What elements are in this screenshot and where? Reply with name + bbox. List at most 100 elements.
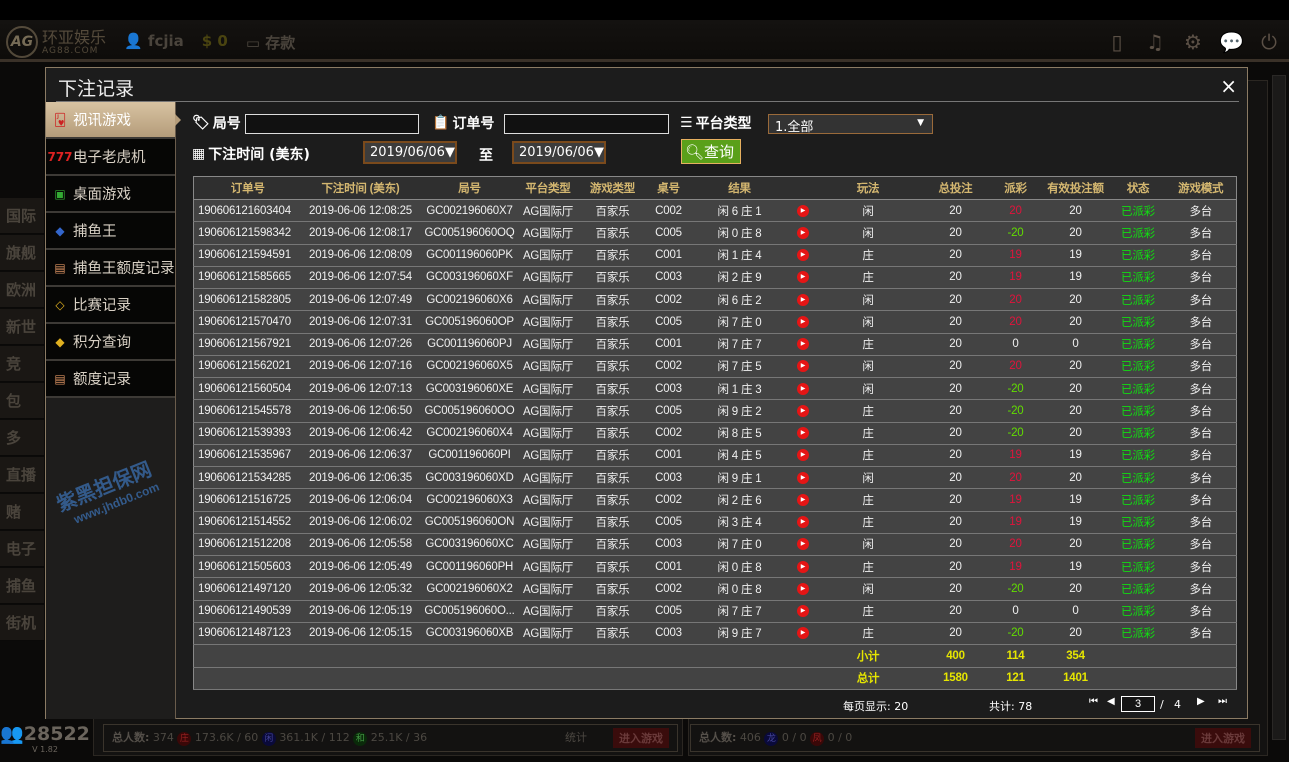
next-page-icon[interactable]: ▶: [1197, 696, 1205, 707]
play-video-icon[interactable]: ▶: [797, 427, 809, 440]
lobby-nav-item[interactable]: 街机: [0, 605, 44, 641]
bet-on-cell: 庄: [815, 399, 921, 423]
table-row[interactable]: 190606121505603 2019-06-06 12:05:49 GC0011…: [193, 555, 1237, 579]
play-video-icon[interactable]: ▶: [797, 627, 809, 640]
table-row[interactable]: 190606121535967 2019-06-06 12:06:37 GC0011…: [193, 444, 1237, 468]
play-video-icon[interactable]: ▶: [797, 204, 809, 217]
play-video-icon[interactable]: ▶: [797, 226, 809, 239]
prev-page-icon[interactable]: ◀: [1107, 696, 1115, 707]
power-icon[interactable]: ⏻: [1261, 30, 1277, 54]
lobby-nav-item[interactable]: 包: [0, 383, 44, 419]
table-no-cell: C002: [648, 577, 689, 601]
lobby-nav-item[interactable]: 赌: [0, 494, 44, 530]
platform-select[interactable]: 1.全部 ▼: [768, 114, 933, 135]
lobby-nav-item[interactable]: 旗舰: [0, 235, 44, 271]
play-video-icon[interactable]: ▶: [797, 360, 809, 373]
play-video-icon[interactable]: ▶: [797, 471, 809, 484]
sidebar-item-label: 捕鱼王额度记录: [73, 261, 175, 277]
table-row[interactable]: 190606121534285 2019-06-06 12:06:35 GC0031…: [193, 466, 1237, 490]
sidebar-item-5[interactable]: ◇ 比赛记录: [46, 287, 175, 324]
play-video-icon[interactable]: ▶: [797, 315, 809, 328]
last-page-icon[interactable]: ⏭: [1218, 696, 1227, 707]
table-row[interactable]: 190606121497120 2019-06-06 12:05:32 GC0021…: [193, 577, 1237, 601]
order-no-cell: 190606121567921: [193, 333, 302, 356]
order-input[interactable]: [504, 114, 669, 134]
enter-game-button[interactable]: 进入游戏: [613, 728, 669, 748]
round-input[interactable]: [245, 114, 419, 134]
play-video-icon[interactable]: ▶: [797, 560, 809, 573]
total-pages: 4: [1174, 698, 1181, 711]
stats-button[interactable]: 统计: [565, 731, 587, 744]
payout-cell: -20: [990, 422, 1041, 445]
play-video-icon[interactable]: ▶: [797, 249, 809, 262]
table-row[interactable]: 190606121514552 2019-06-06 12:06:02 GC0051…: [193, 511, 1237, 534]
table-row[interactable]: 190606121512208 2019-06-06 12:05:58 GC0031…: [193, 533, 1237, 557]
platform-cell: AG国际厅: [519, 488, 577, 512]
play-video-icon[interactable]: ▶: [797, 605, 809, 618]
chat-icon[interactable]: 💬: [1219, 30, 1244, 54]
sidebar-item-0[interactable]: 🂻 视讯游戏: [46, 102, 181, 139]
platform-cell: AG国际厅: [519, 355, 577, 379]
play-video-icon[interactable]: ▶: [797, 338, 809, 351]
enter-game-button[interactable]: 进入游戏: [1195, 728, 1251, 748]
result-cell: 闲 1 庄 4: [688, 244, 791, 267]
bet-time-cell: 2019-06-06 12:06:02: [301, 511, 420, 534]
table-row[interactable]: 190606121598342 2019-06-06 12:08:17 GC0051…: [193, 221, 1237, 245]
table-row[interactable]: 190606121594591 2019-06-06 12:08:09 GC0011…: [193, 244, 1237, 267]
sidebar-item-4[interactable]: ▤ 捕鱼王额度记录: [46, 250, 175, 287]
sidebar-item-3[interactable]: ◆ 捕鱼王: [46, 213, 175, 250]
lobby-nav-item[interactable]: 欧洲: [0, 272, 44, 308]
table-row[interactable]: 190606121539393 2019-06-06 12:06:42 GC0021…: [193, 422, 1237, 445]
table-row[interactable]: 190606121562021 2019-06-06 12:07:16 GC0021…: [193, 355, 1237, 379]
play-video-icon[interactable]: ▶: [797, 271, 809, 284]
music-icon[interactable]: ♫: [1146, 30, 1164, 54]
lobby-header: AG 环亚娱乐 AG88.COM 👤 fcjia $ 0 ▭ 存款 ▯ ♫ ⚙ 💬…: [0, 20, 1289, 62]
lobby-nav-item[interactable]: 新世: [0, 309, 44, 345]
query-button[interactable]: 🔍︎查询: [681, 139, 741, 164]
play-video-icon[interactable]: ▶: [797, 582, 809, 595]
lobby-nav-item[interactable]: 国际: [0, 198, 44, 234]
sidebar-item-1[interactable]: 777 电子老虎机: [46, 139, 175, 176]
play-video-icon[interactable]: ▶: [797, 493, 809, 506]
play-video-icon[interactable]: ▶: [797, 293, 809, 306]
lobby-nav-item[interactable]: 直播: [0, 457, 44, 493]
bet-time-cell: 2019-06-06 12:05:15: [301, 622, 420, 646]
close-icon[interactable]: ×: [1220, 74, 1237, 98]
table-row[interactable]: 190606121570470 2019-06-06 12:07:31 GC0051…: [193, 310, 1237, 334]
play-video-icon[interactable]: ▶: [797, 538, 809, 551]
page-input[interactable]: [1121, 696, 1155, 712]
lobby-nav-item[interactable]: 竞: [0, 346, 44, 382]
table-row[interactable]: 190606121567921 2019-06-06 12:07:26 GC0011…: [193, 333, 1237, 356]
deposit-button[interactable]: ▭ 存款: [246, 32, 295, 53]
table-row[interactable]: 190606121585665 2019-06-06 12:07:54 GC0031…: [193, 266, 1237, 290]
table-row[interactable]: 190606121490539 2019-06-06 12:05:19 GC0051…: [193, 600, 1237, 623]
date-from-value: 2019/06/06: [370, 145, 445, 160]
game-type-cell: 百家乐: [576, 221, 649, 245]
sidebar-item-6[interactable]: ◆ 积分查询: [46, 324, 175, 361]
play-video-icon[interactable]: ▶: [797, 404, 809, 417]
sidebar-item-2[interactable]: ▣ 桌面游戏: [46, 176, 175, 213]
bet-time-cell: 2019-06-06 12:06:35: [301, 466, 420, 490]
status-cell: 已派彩: [1110, 333, 1166, 356]
sidebar-item-7[interactable]: ▤ 额度记录: [46, 361, 175, 398]
table-row[interactable]: 190606121560504 2019-06-06 12:07:13 GC0031…: [193, 377, 1237, 401]
play-video-icon[interactable]: ▶: [797, 449, 809, 462]
table-row[interactable]: 190606121582805 2019-06-06 12:07:49 GC0021…: [193, 288, 1237, 312]
table-row[interactable]: 190606121603404 2019-06-06 12:08:25 GC0021…: [193, 199, 1237, 223]
table-row[interactable]: 190606121545578 2019-06-06 12:06:50 GC0051…: [193, 399, 1237, 423]
phone-icon[interactable]: ▯: [1111, 30, 1123, 54]
table-row[interactable]: 190606121487123 2019-06-06 12:05:15 GC0031…: [193, 622, 1237, 646]
play-video-icon[interactable]: ▶: [797, 516, 809, 529]
lobby-nav-item[interactable]: 电子: [0, 531, 44, 567]
first-page-icon[interactable]: ⏮: [1089, 696, 1098, 707]
lobby-nav-item[interactable]: 捕鱼: [0, 568, 44, 604]
lobby-nav-item[interactable]: 多: [0, 420, 44, 456]
date-from-picker[interactable]: 2019/06/06▼: [363, 141, 457, 164]
sidebar-item-label: 视讯游戏: [73, 113, 131, 129]
replay-cell: ▶: [790, 221, 816, 245]
table-row[interactable]: 190606121516725 2019-06-06 12:06:04 GC0021…: [193, 488, 1237, 512]
gear-icon[interactable]: ⚙: [1184, 30, 1202, 54]
play-video-icon[interactable]: ▶: [797, 382, 809, 395]
lobby-scrollbar[interactable]: [1272, 75, 1286, 740]
date-to-picker[interactable]: 2019/06/06▼: [512, 141, 606, 164]
